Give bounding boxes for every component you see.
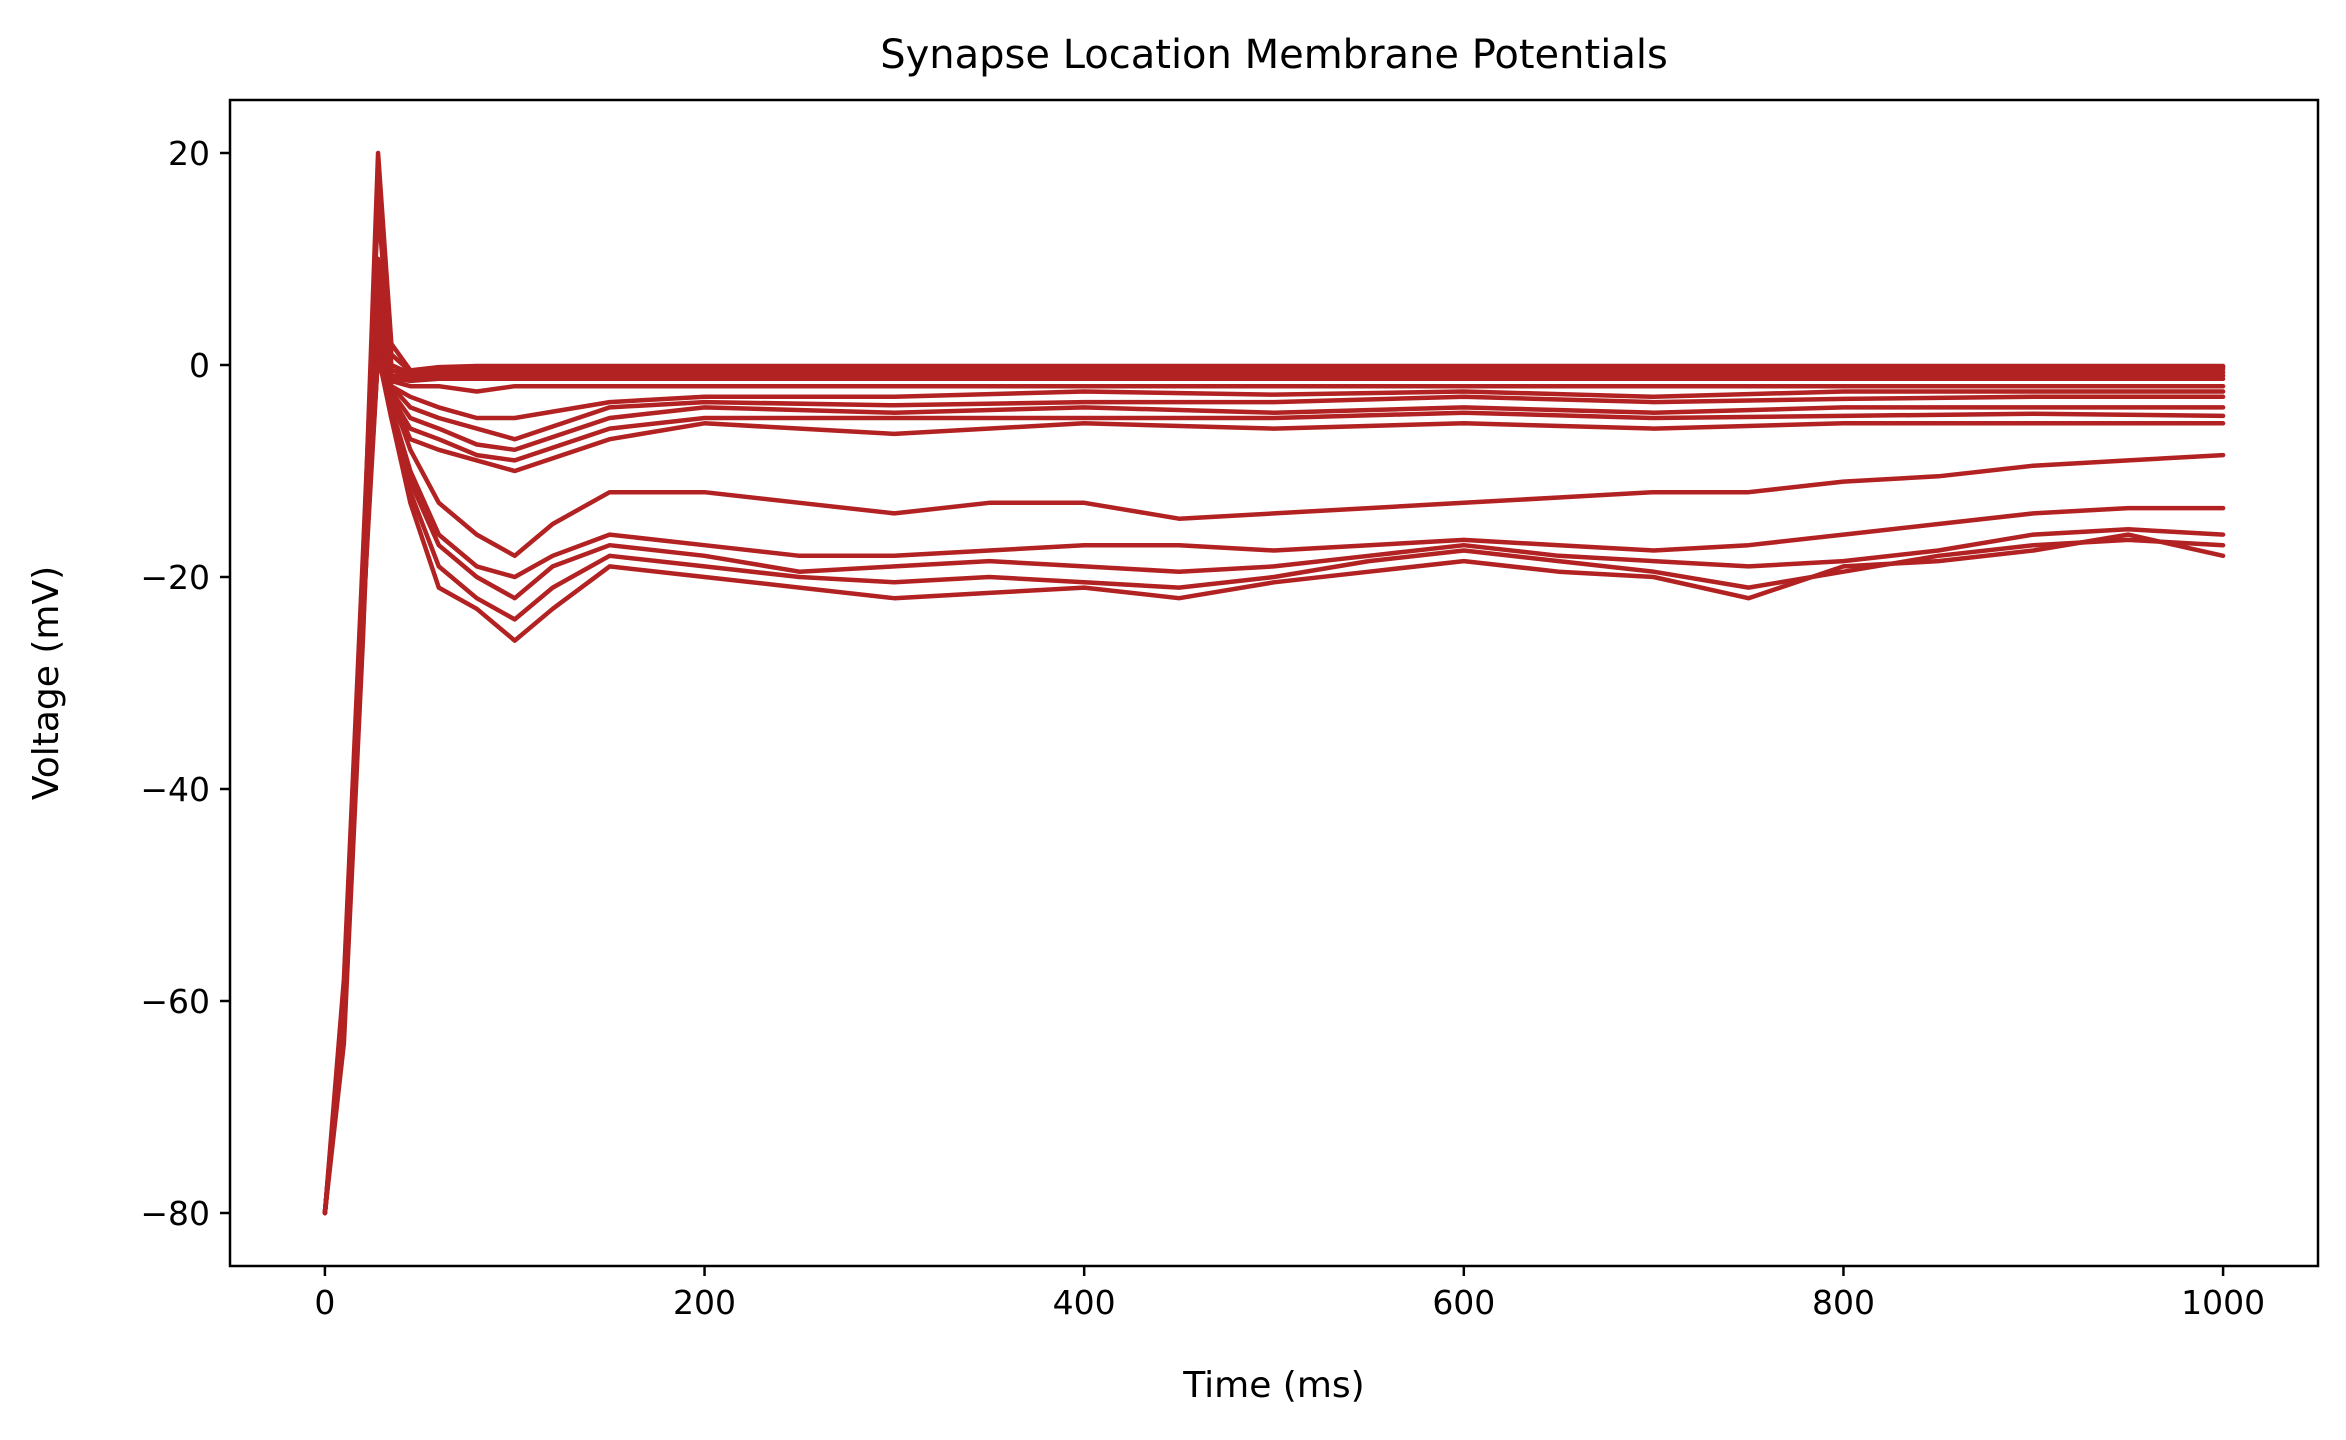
series-line-5 <box>322 277 2226 1216</box>
y-tick-label: −80 <box>140 1194 210 1233</box>
y-tick-label: 20 <box>168 134 210 173</box>
x-tick-label: 1000 <box>2181 1283 2265 1322</box>
y-tick-label: −20 <box>140 558 210 597</box>
series-line-17 <box>322 352 2226 1216</box>
series-line-6 <box>322 299 2226 1216</box>
x-tick-label: 400 <box>1053 1283 1116 1322</box>
series-line-4 <box>322 256 2226 1216</box>
series-line-15 <box>322 352 2226 1216</box>
series-line-3 <box>322 203 2226 1216</box>
series-line-7 <box>322 309 2226 1216</box>
x-tick-label: 800 <box>1812 1283 1875 1322</box>
y-tick-label: 0 <box>189 346 210 385</box>
x-axis-ticks: 0 200 400 600 800 1000 <box>314 1266 2265 1322</box>
y-tick-label: −40 <box>140 770 210 809</box>
x-axis-label: Time (ms) <box>1182 1365 1364 1406</box>
y-tick-label: −60 <box>140 982 210 1021</box>
x-tick-label: 0 <box>314 1283 335 1322</box>
series-line-8 <box>322 320 2226 1216</box>
series-line-10 <box>322 330 2226 1216</box>
y-axis-ticks: −80 −60 −40 −20 0 20 <box>140 134 230 1233</box>
y-axis-label: Voltage (mV) <box>26 566 67 800</box>
chart-title: Synapse Location Membrane Potentials <box>880 32 1668 78</box>
plot-frame <box>228 98 2320 1268</box>
x-tick-label: 200 <box>673 1283 736 1322</box>
series-layer <box>322 150 2226 1216</box>
x-tick-label: 600 <box>1432 1283 1495 1322</box>
series-line-13 <box>322 341 2226 1216</box>
